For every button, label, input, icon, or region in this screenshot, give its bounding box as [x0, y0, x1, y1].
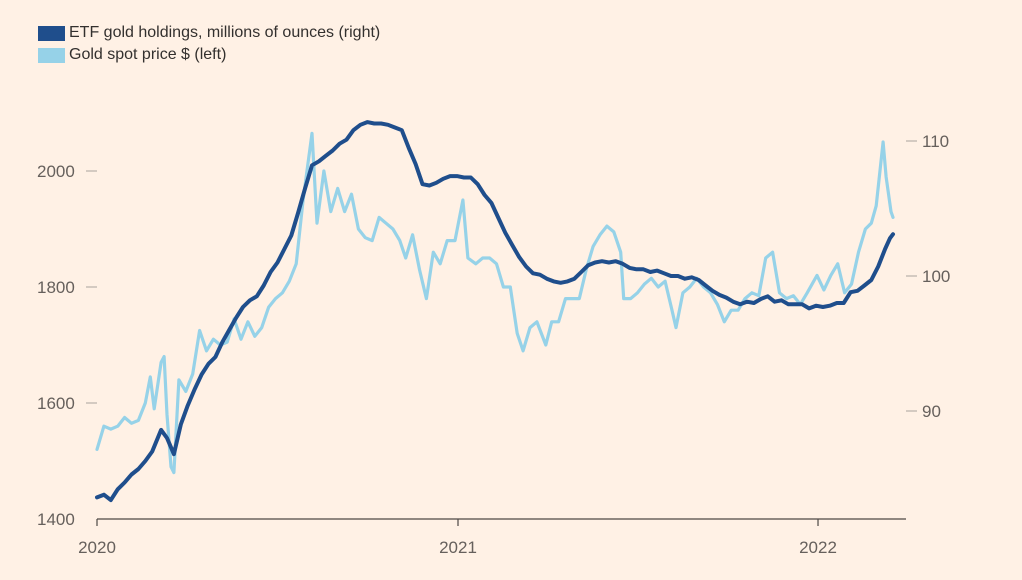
x-tick-label-1: 2021 [439, 538, 477, 557]
series-line-gold-spot-price [95, 131, 895, 475]
legend-item-etf: ETF gold holdings, millions of ounces (r… [38, 22, 380, 44]
series-layer [95, 120, 895, 503]
y-right-tick-label-1: 100 [922, 267, 950, 286]
y-axis-left: 1400 1600 1800 2000 [37, 162, 97, 529]
legend-label-etf: ETF gold holdings, millions of ounces (r… [69, 24, 381, 41]
x-tick-label-2: 2022 [799, 538, 837, 557]
series-line-etf-holdings [95, 120, 895, 503]
y-left-tick-label-2: 1800 [37, 278, 75, 297]
y-left-tick-label-0: 1400 [37, 510, 75, 529]
x-tick-label-0: 2020 [78, 538, 116, 557]
x-axis: 2020 2021 2022 [78, 518, 906, 557]
legend: ETF gold holdings, millions of ounces (r… [38, 22, 380, 66]
legend-label-gold: Gold spot price $ (left) [69, 46, 227, 63]
legend-swatch-gold [38, 47, 65, 63]
y-right-tick-label-2: 110 [922, 132, 949, 151]
legend-swatch-etf [38, 25, 65, 41]
y-left-tick-label-1: 1600 [37, 394, 75, 413]
y-right-tick-label-0: 90 [922, 402, 941, 421]
y-axis-right: 90 100 110 [906, 132, 950, 421]
legend-item-gold: Gold spot price $ (left) [38, 44, 380, 66]
y-left-tick-label-3: 2000 [37, 162, 75, 181]
